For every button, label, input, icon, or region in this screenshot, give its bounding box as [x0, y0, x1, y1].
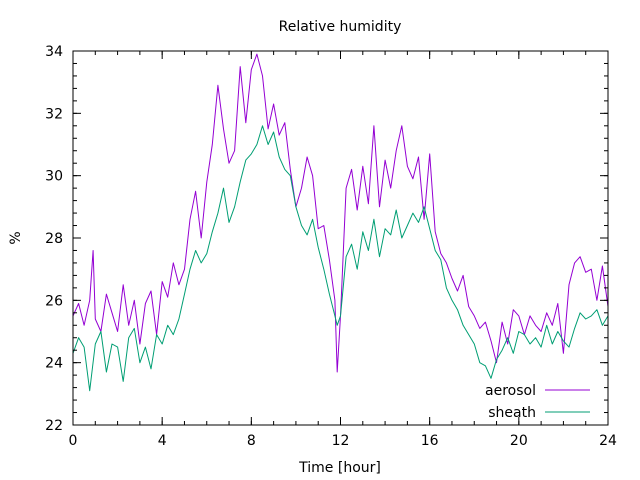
x-tick-label: 24 [599, 433, 617, 449]
y-tick-label: 28 [45, 231, 63, 247]
x-tick-label: 4 [158, 433, 167, 449]
y-tick-label: 26 [45, 293, 63, 309]
y-tick-label: 24 [45, 356, 63, 372]
y-tick-label: 22 [45, 418, 63, 434]
legend-label-sheath: sheath [488, 405, 536, 421]
x-tick-label: 16 [421, 433, 439, 449]
x-axis-label: Time [hour] [298, 460, 381, 476]
series-line-sheath [72, 125, 609, 392]
legend-label-aerosol: aerosol [485, 383, 536, 399]
y-axis-label: % [8, 231, 24, 244]
y-tick-label: 34 [45, 44, 63, 60]
ticks-layer: 0 4 8 12 16 20 24 22 24 26 28 30 32 34 [45, 44, 617, 449]
x-tick-label: 8 [247, 433, 256, 449]
x-tick-label: 20 [510, 433, 528, 449]
y-tick-label: 32 [45, 106, 63, 122]
x-tick-label: 0 [69, 433, 78, 449]
series-layer [72, 53, 609, 392]
x-tick-label: 12 [332, 433, 350, 449]
y-tick-label: 30 [45, 169, 63, 185]
series-line-aerosol [72, 53, 609, 373]
chart-title: Relative humidity [279, 19, 402, 35]
legend: aerosol sheath [485, 383, 590, 421]
